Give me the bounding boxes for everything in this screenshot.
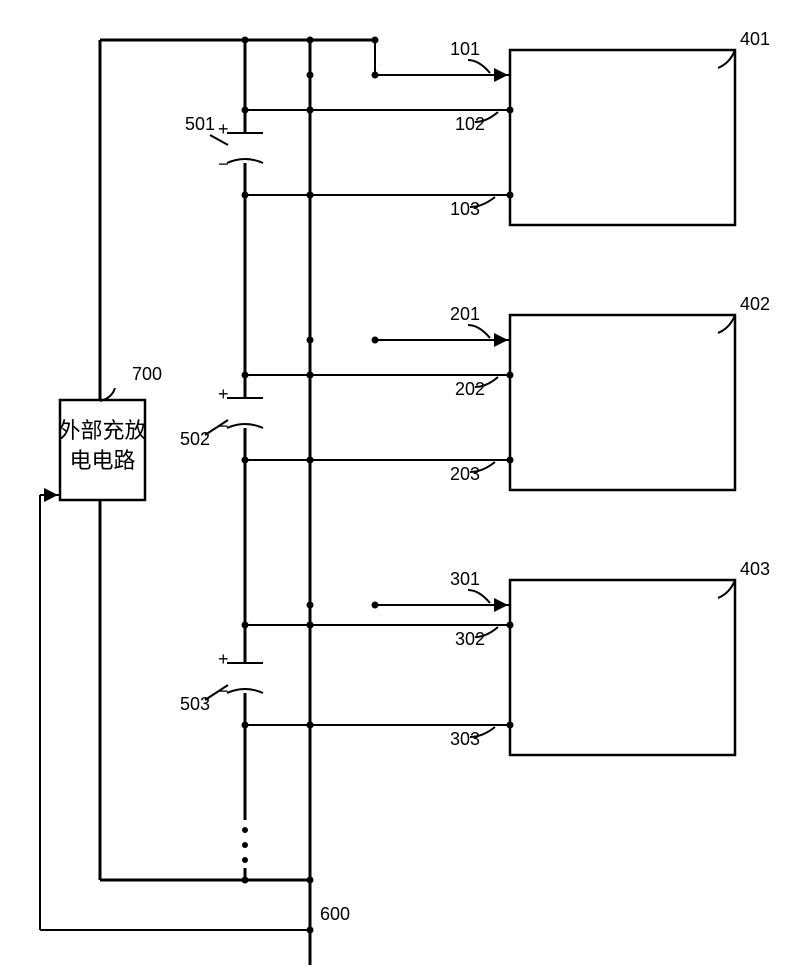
feedback-tap-node (307, 927, 314, 934)
cap-bus-tap-node-2 (242, 372, 249, 379)
ext-box-line-1: 电电路 (69, 448, 135, 473)
leader-101 (468, 60, 490, 73)
M401-ref-leader (718, 50, 735, 68)
ellipsis-dot-1 (242, 842, 248, 848)
node-box-303 (507, 722, 514, 729)
node-box-203 (507, 457, 514, 464)
C501-plus: + (218, 119, 229, 139)
arrow-101 (494, 68, 508, 82)
node-mid-203 (307, 457, 314, 464)
label-103: 103 (450, 199, 480, 219)
node-start-201 (372, 337, 379, 344)
M403-ref-leader (718, 580, 735, 598)
arrow-301 (494, 598, 508, 612)
mid-bus-node (307, 337, 314, 344)
label-202: 202 (455, 379, 485, 399)
M402-ref-leader (718, 315, 735, 333)
node-box-202 (507, 372, 514, 379)
M402-ref: 402 (740, 294, 770, 314)
label-101: 101 (450, 39, 480, 59)
ext-ref: 700 (132, 364, 162, 384)
M403-ref: 403 (740, 559, 770, 579)
C503-plate-bot (227, 689, 263, 693)
ext-box-line-0: 外部充放 (58, 418, 146, 443)
M401-box (510, 50, 735, 225)
node-mid-303 (307, 722, 314, 729)
label-302: 302 (455, 629, 485, 649)
cap-bus-tap-node-4 (242, 622, 249, 629)
label-301: 301 (450, 569, 480, 589)
node-box-302 (507, 622, 514, 629)
cap-bus-top-node (242, 37, 249, 44)
label-201: 201 (450, 304, 480, 324)
node-mid-103 (307, 192, 314, 199)
node-mid-102 (307, 107, 314, 114)
arrow-201 (494, 333, 508, 347)
cap-bus-tap-node-5 (242, 722, 249, 729)
C502-ref: 502 (180, 429, 210, 449)
M403-box (510, 580, 735, 755)
C501-ref: 501 (185, 114, 215, 134)
bus-600-label: 600 (320, 904, 350, 924)
label-102: 102 (455, 114, 485, 134)
ellipsis-dot-0 (242, 827, 248, 833)
node-box-102 (507, 107, 514, 114)
node-start-101 (372, 72, 379, 79)
node-mid-302 (307, 622, 314, 629)
node-mid-202 (307, 372, 314, 379)
mid-bus-top-node (307, 37, 314, 44)
cap-bus-tap-node-3 (242, 457, 249, 464)
M401-ref: 401 (740, 29, 770, 49)
mid-bus-node (307, 72, 314, 79)
node-start-301 (372, 602, 379, 609)
ellipsis-dot-2 (242, 857, 248, 863)
cap-bus-tap-node-0 (242, 107, 249, 114)
right-bus-top-node (372, 37, 379, 44)
feedback-arrow (44, 488, 58, 502)
label-303: 303 (450, 729, 480, 749)
C501-minus: − (218, 154, 229, 174)
C502-plus: + (218, 384, 229, 404)
label-203: 203 (450, 464, 480, 484)
C503-plus: + (218, 649, 229, 669)
leader-201 (468, 325, 490, 338)
C503-ref: 503 (180, 694, 210, 714)
M402-box (510, 315, 735, 490)
node-box-103 (507, 192, 514, 199)
C502-plate-bot (227, 424, 263, 428)
cap-bus-tap-node-1 (242, 192, 249, 199)
C501-plate-bot (227, 159, 263, 163)
mid-bus-node (307, 602, 314, 609)
leader-301 (468, 590, 490, 603)
mid-bus-node (307, 877, 314, 884)
cap-bus-bottom-node (242, 877, 249, 884)
